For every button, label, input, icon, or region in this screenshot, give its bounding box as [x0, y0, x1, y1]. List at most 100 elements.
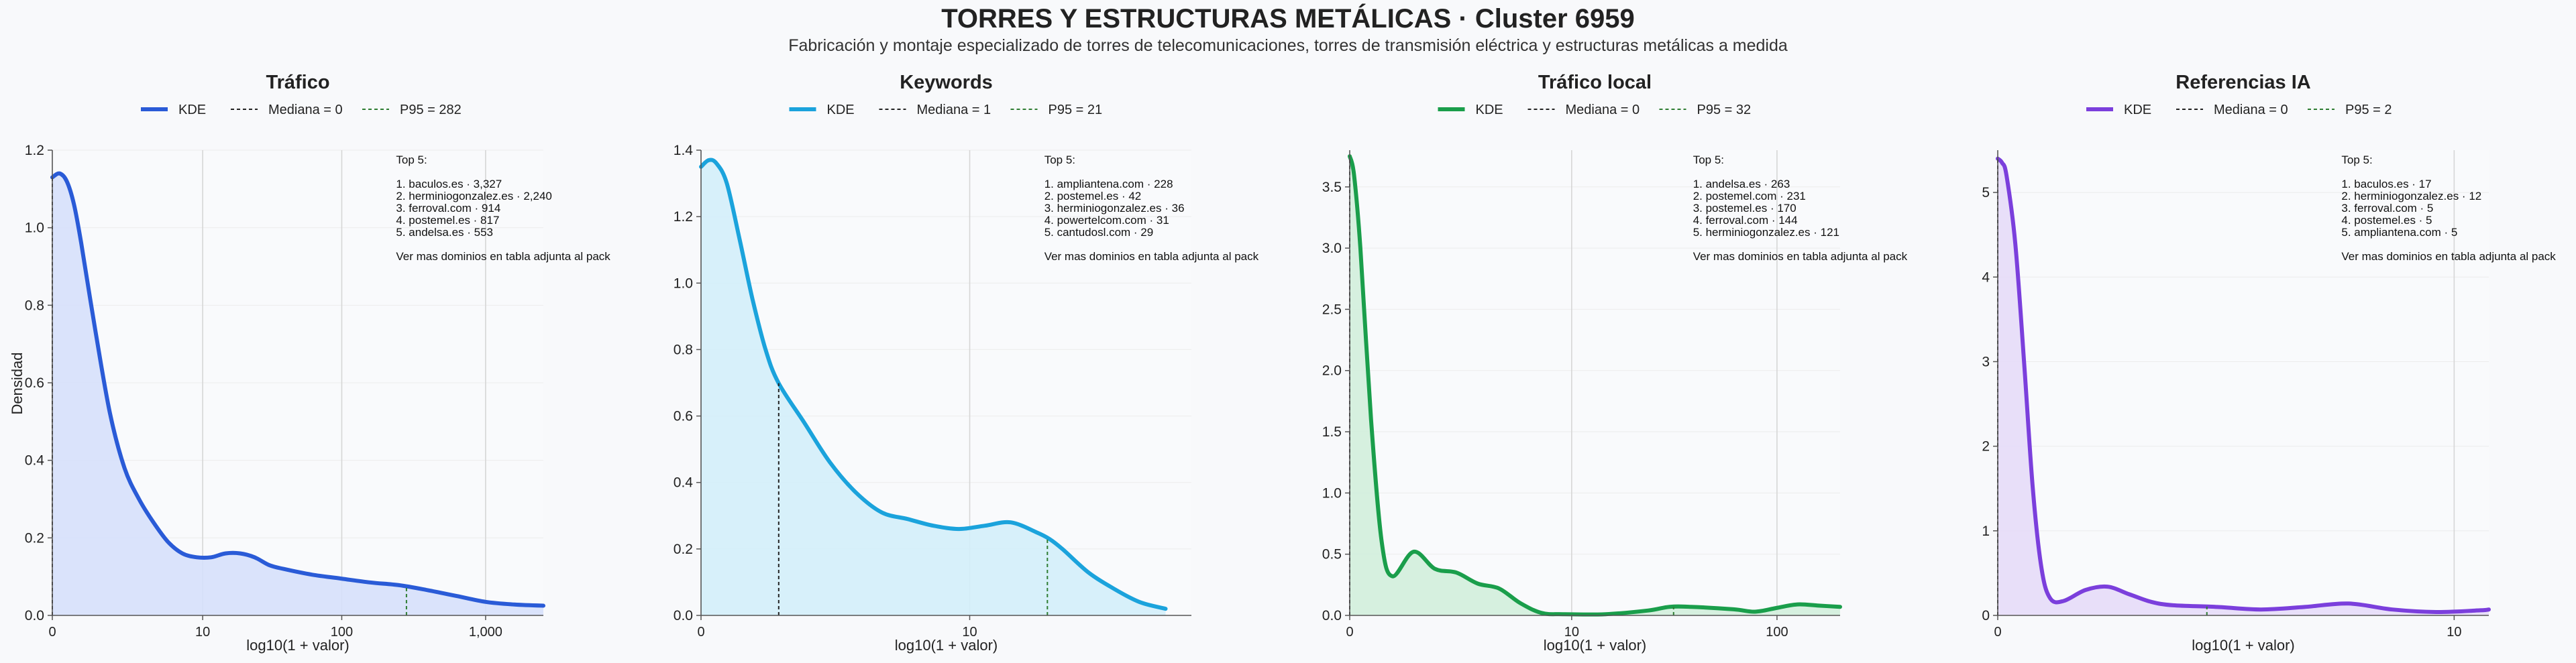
y-tick-label: 1 — [1982, 524, 1990, 539]
annotation-line: 5. ampliantena.com · 5 — [2341, 226, 2457, 239]
y-tick-label: 1.5 — [1322, 424, 1342, 440]
annotation-line: 1. andelsa.es · 263 — [1693, 178, 1790, 190]
legend-median-label: Mediana = 0 — [2214, 103, 2288, 117]
y-tick-label: 0.0 — [674, 608, 693, 623]
legend-p95-label: P95 = 2 — [2345, 103, 2392, 117]
annotation-line: Ver mas dominios en tabla adjunta al pac… — [1044, 250, 1259, 263]
legend-median-label: Mediana = 0 — [268, 103, 343, 117]
annotation-line: 3. ferroval.com · 5 — [2341, 202, 2433, 215]
chart-title: Tráfico local — [1538, 72, 1652, 93]
y-axis-label: Densidad — [9, 353, 25, 415]
y-tick-label: 0.0 — [1322, 608, 1342, 623]
x-tick-label: 1,000 — [469, 625, 502, 640]
y-tick-label: 0.5 — [1322, 547, 1342, 562]
chart-title: Tráfico — [266, 72, 329, 93]
annotation-line: Ver mas dominios en tabla adjunta al pac… — [396, 250, 610, 263]
y-tick-label: 2.0 — [1322, 363, 1342, 379]
annotation-line: 4. powertelcom.com · 31 — [1044, 214, 1169, 227]
x-tick-label: 10 — [1564, 625, 1579, 640]
y-tick-label: 0.4 — [674, 475, 694, 491]
y-tick-label: 1.0 — [1322, 485, 1342, 501]
plot-area — [1998, 150, 2489, 615]
x-axis-label: log10(1 + valor) — [2192, 637, 2294, 654]
annotation-line: 1. baculos.es · 17 — [2341, 178, 2431, 190]
chart-legend: KDE Mediana = 1 P95 = 21 — [789, 103, 1102, 117]
annotation-line: 2. herminiogonzalez.es · 2,240 — [396, 190, 551, 202]
kde-line — [1996, 156, 2491, 615]
kde-line — [50, 171, 545, 608]
annotation-line: 3. ferroval.com · 914 — [396, 202, 500, 215]
y-tick-label: 0.8 — [25, 298, 44, 313]
page-subtitle: Fabricación y montaje especializado de t… — [788, 36, 1788, 55]
x-axis-label: log10(1 + valor) — [895, 637, 998, 654]
x-tick-label: 0 — [1346, 625, 1353, 640]
y-tick-label: 3.0 — [1322, 241, 1342, 256]
legend-p95-label: P95 = 282 — [400, 103, 462, 117]
y-tick-label: 1.0 — [25, 221, 44, 236]
y-tick-label: 0.6 — [674, 409, 693, 424]
y-tick-label: 1.2 — [674, 209, 693, 225]
chart-panel: 0.0 0.2 0.4 0.6 0.8 1.0 1.2 0 10 100 1,000 log10(1 … — [9, 72, 610, 654]
x-tick-label: 100 — [331, 625, 353, 640]
y-tick-label: 2.5 — [1322, 302, 1342, 317]
y-tick-label: 0.2 — [674, 542, 693, 557]
y-tick-label: 1.2 — [25, 143, 44, 158]
annotation-line: Top 5: — [2341, 154, 2372, 166]
annotation-line: Top 5: — [396, 154, 427, 166]
annotation-line: 4. ferroval.com · 144 — [1693, 214, 1798, 227]
legend-kde-label: KDE — [178, 103, 206, 117]
annotation-line: 1. ampliantena.com · 228 — [1044, 178, 1173, 190]
annotation-line: 3. herminiogonzalez.es · 36 — [1044, 202, 1185, 215]
annotation-line: 4. postemel.es · 5 — [2341, 214, 2432, 227]
legend-p95-label: P95 = 32 — [1697, 103, 1752, 117]
y-tick-label: 1.0 — [674, 276, 693, 291]
legend-kde-label: KDE — [827, 103, 855, 117]
kde-line — [1348, 154, 1842, 617]
x-axis-label: log10(1 + valor) — [246, 637, 349, 654]
y-tick-label: 0.6 — [25, 375, 44, 391]
y-tick-label: 0.2 — [25, 530, 44, 546]
kde-line — [699, 158, 1168, 611]
y-tick-label: 2 — [1982, 439, 1990, 455]
legend-median-label: Mediana = 0 — [1566, 103, 1640, 117]
chart-legend: KDE Mediana = 0 P95 = 282 — [141, 103, 462, 117]
legend-kde-label: KDE — [2124, 103, 2151, 117]
chart-legend: KDE Mediana = 0 P95 = 2 — [2086, 103, 2392, 117]
annotation-line: 4. postemel.es · 817 — [396, 214, 499, 227]
annotation-line: Top 5: — [1693, 154, 1724, 166]
chart-title: Keywords — [900, 72, 993, 93]
annotation-line: Top 5: — [1044, 154, 1075, 166]
chart-panel: 0 1 2 3 4 5 0 10 log10(1 + valor) Referencias IA K… — [1982, 72, 2556, 654]
annotation-line: 5. herminiogonzalez.es · 121 — [1693, 226, 1839, 239]
annotation-line: 5. cantudosl.com · 29 — [1044, 226, 1154, 239]
x-tick-label: 10 — [962, 625, 977, 640]
plot-area — [1350, 150, 1840, 615]
annotation-line: 2. postemel.es · 42 — [1044, 190, 1142, 202]
chart-title: Referencias IA — [2176, 72, 2311, 93]
x-axis-label: log10(1 + valor) — [1544, 637, 1646, 654]
x-tick-label: 0 — [697, 625, 704, 640]
y-tick-label: 3 — [1982, 354, 1990, 369]
y-tick-label: 5 — [1982, 185, 1990, 200]
x-tick-label: 0 — [48, 625, 56, 640]
x-tick-label: 0 — [1994, 625, 2001, 640]
y-tick-label: 0 — [1982, 608, 1990, 623]
kde-area — [52, 173, 543, 615]
y-tick-label: 0.8 — [674, 342, 693, 357]
kde-area — [701, 160, 1166, 615]
annotation-line: 2. postemel.com · 231 — [1693, 190, 1806, 202]
annotation-line: Ver mas dominios en tabla adjunta al pac… — [1693, 250, 1908, 263]
chart-legend: KDE Mediana = 0 P95 = 32 — [1438, 103, 1752, 117]
page-title: TORRES Y ESTRUCTURAS METÁLICAS · Cluster… — [941, 4, 1635, 34]
y-tick-label: 1.4 — [674, 143, 694, 158]
y-tick-label: 3.5 — [1322, 180, 1342, 195]
legend-kde-label: KDE — [1476, 103, 1503, 117]
top5-annotation: Top 5: 1. baculos.es · 172. herminiogonza… — [2341, 154, 2556, 263]
x-tick-label: 10 — [2447, 625, 2461, 640]
y-tick-label: 0.4 — [25, 453, 45, 469]
chart-panel: 0.0 0.5 1.0 1.5 2.0 2.5 3.0 3.5 0 10 100 log10(1 + … — [1322, 72, 1908, 654]
legend-median-label: Mediana = 1 — [917, 103, 991, 117]
